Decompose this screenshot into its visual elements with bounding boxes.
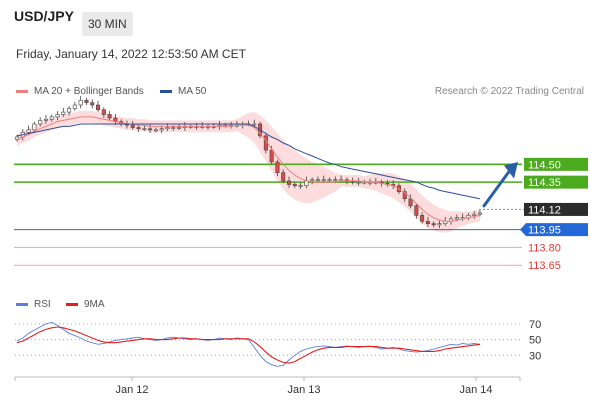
x-tick-label: Jan 12	[115, 384, 148, 396]
rsi-panel: 70 50 30	[15, 319, 541, 367]
candle	[61, 111, 66, 115]
candle	[292, 184, 297, 186]
bollinger-band	[17, 110, 480, 233]
rsi-tick-label: 30	[529, 350, 541, 362]
candle	[472, 213, 477, 216]
candle	[84, 99, 89, 103]
forecast-arrow-icon	[482, 168, 512, 208]
datetime-label: Friday, January 14, 2022 12:53:50 AM CET	[16, 47, 246, 61]
candle	[177, 127, 182, 129]
candle	[142, 128, 147, 131]
candle	[275, 161, 280, 173]
candle	[321, 179, 326, 182]
candle	[96, 104, 101, 111]
candle	[281, 172, 286, 182]
pivot-tag	[520, 223, 588, 237]
legend-rsi: RSI	[16, 299, 51, 310]
credit-label: Research © 2022 Trading Central	[434, 86, 584, 97]
candle	[269, 149, 274, 163]
candle	[252, 123, 257, 126]
candle	[310, 179, 315, 182]
candle	[304, 180, 309, 186]
rsi-legend-label: RSI	[34, 299, 51, 310]
rsi-ma-swatch-icon	[66, 302, 78, 306]
rsi-ma-line	[16, 326, 481, 364]
level-value-114-50: 114.50	[528, 159, 561, 171]
level-tag-114-50	[524, 157, 588, 171]
candle	[431, 223, 436, 226]
level-tag-114-35	[524, 175, 588, 189]
candle	[90, 102, 95, 106]
ma20-swatch-icon	[16, 89, 28, 93]
candle	[477, 212, 483, 215]
support-value-113-80: 113.80	[528, 242, 561, 254]
candle	[38, 120, 43, 125]
candle	[55, 114, 60, 118]
ma50-legend-label: MA 50	[178, 86, 207, 97]
candle	[420, 215, 425, 222]
candle	[159, 128, 164, 131]
legend-ma20: MA 20 + Bollinger Bands	[16, 86, 144, 97]
candle	[333, 179, 338, 182]
candle	[315, 179, 320, 182]
candle	[130, 124, 135, 128]
x-tick-label: Jan 14	[459, 384, 492, 396]
candles	[14, 95, 483, 229]
candle	[101, 109, 106, 115]
rsi-swatch-icon	[16, 302, 28, 306]
candle	[49, 116, 54, 120]
candle	[356, 181, 361, 184]
candle	[14, 136, 20, 140]
candle	[107, 114, 112, 119]
candle	[26, 129, 31, 133]
rsi-ma-legend-label: 9MA	[84, 299, 105, 310]
candle	[72, 104, 77, 109]
candle	[165, 127, 170, 130]
candle	[67, 108, 72, 113]
legend-ma50: MA 50	[160, 86, 206, 97]
candle	[43, 118, 48, 121]
level-lines	[14, 163, 524, 266]
x-tick-label: Jan 13	[287, 384, 320, 396]
candle	[148, 128, 153, 131]
candle	[327, 179, 332, 182]
support-value-113-65: 113.65	[528, 260, 561, 272]
last-price-tag	[524, 202, 588, 216]
candle	[454, 217, 459, 220]
rsi-line	[16, 321, 481, 367]
ma20-legend-label: MA 20 + Bollinger Bands	[34, 86, 144, 97]
candle	[298, 185, 303, 187]
level-labels: 114.50 114.35 114.12 113.95 113.80 113.65	[520, 157, 588, 272]
ma20-line	[16, 116, 481, 222]
rsi-tick-label: 50	[529, 335, 541, 347]
candle	[136, 127, 141, 130]
pivot-value: 113.95	[528, 225, 561, 237]
candle	[437, 223, 442, 226]
symbol-title: USD/JPY	[14, 8, 74, 24]
candle	[425, 220, 430, 224]
ma50-line	[16, 123, 481, 200]
last-price-value: 114.12	[528, 204, 561, 216]
ma50-swatch-icon	[160, 89, 172, 93]
legend-rsi-ma: 9MA	[66, 299, 105, 310]
candle	[153, 129, 158, 132]
forecast-arrow-head-icon	[504, 161, 518, 179]
candle	[402, 191, 407, 200]
candle	[286, 180, 292, 185]
candle	[171, 127, 176, 129]
candle	[408, 198, 413, 207]
candle	[414, 205, 419, 216]
level-value-114-35: 114.35	[528, 177, 561, 189]
candle	[32, 123, 37, 131]
rsi-tick-label: 70	[529, 319, 541, 331]
timeframe-button[interactable]: 30 MIN	[82, 12, 133, 36]
candle	[78, 99, 83, 106]
